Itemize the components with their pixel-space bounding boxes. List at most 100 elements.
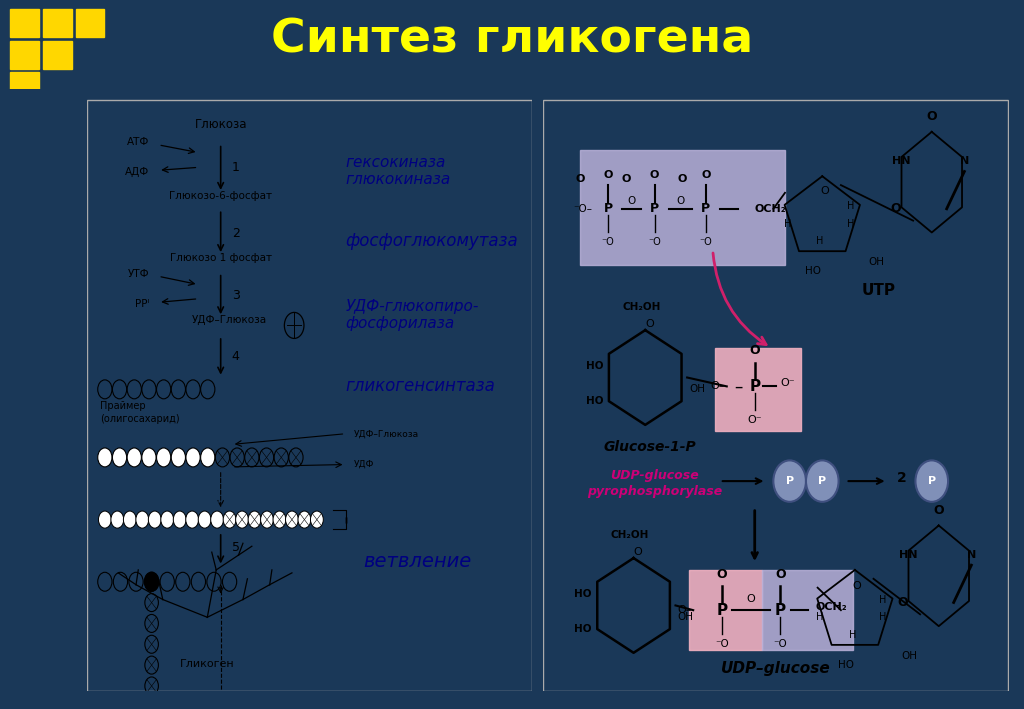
Text: P: P bbox=[785, 476, 794, 486]
FancyBboxPatch shape bbox=[580, 150, 785, 265]
Text: O–: O– bbox=[678, 605, 692, 615]
Text: 2: 2 bbox=[897, 471, 906, 485]
Text: P: P bbox=[650, 202, 659, 216]
Text: 5: 5 bbox=[231, 541, 240, 554]
FancyBboxPatch shape bbox=[762, 570, 853, 650]
Circle shape bbox=[236, 511, 249, 528]
Text: ⁻O: ⁻O bbox=[715, 639, 729, 649]
Text: фосфоглюкомутаза: фосфоглюкомутаза bbox=[345, 233, 518, 250]
Text: O–: O– bbox=[710, 381, 724, 391]
Text: O: O bbox=[717, 568, 727, 581]
Text: HO: HO bbox=[574, 588, 592, 598]
Text: O: O bbox=[820, 186, 829, 196]
Text: N: N bbox=[967, 550, 976, 560]
Text: pyrophosphorylase: pyrophosphorylase bbox=[587, 485, 722, 498]
Text: UDP–glucose: UDP–glucose bbox=[721, 661, 830, 676]
Circle shape bbox=[97, 448, 112, 467]
Text: УДФ–Глюкоза: УДФ–Глюкоза bbox=[354, 429, 420, 438]
Text: UTP: UTP bbox=[861, 283, 895, 298]
Text: 2: 2 bbox=[231, 227, 240, 240]
Text: 3: 3 bbox=[231, 289, 240, 302]
Circle shape bbox=[136, 511, 148, 528]
Circle shape bbox=[915, 460, 948, 502]
Text: (олигосахарид): (олигосахарид) bbox=[100, 414, 180, 424]
Text: АДФ: АДФ bbox=[125, 167, 150, 177]
Text: UDP-glucose: UDP-glucose bbox=[610, 469, 699, 481]
Text: OCH₂: OCH₂ bbox=[815, 602, 847, 612]
Text: АТФ: АТФ bbox=[127, 138, 150, 147]
Circle shape bbox=[157, 448, 171, 467]
Text: H: H bbox=[880, 595, 887, 605]
Text: ветвление: ветвление bbox=[364, 552, 471, 571]
Text: H: H bbox=[816, 613, 823, 623]
Text: Праймер: Праймер bbox=[100, 401, 146, 411]
Text: O: O bbox=[676, 196, 684, 206]
Text: O: O bbox=[603, 170, 612, 180]
Text: 1: 1 bbox=[231, 160, 240, 174]
Text: CH₂OH: CH₂OH bbox=[623, 302, 660, 313]
Text: ⁻O: ⁻O bbox=[773, 639, 787, 649]
Text: H: H bbox=[880, 613, 887, 623]
Text: H: H bbox=[847, 218, 854, 228]
Text: Глюкозо 1 фосфат: Глюкозо 1 фосфат bbox=[170, 253, 271, 263]
Text: H: H bbox=[783, 218, 791, 228]
FancyBboxPatch shape bbox=[689, 570, 762, 650]
Text: Glucose-1-P: Glucose-1-P bbox=[603, 440, 696, 454]
Text: O: O bbox=[645, 319, 654, 329]
Text: H: H bbox=[816, 236, 823, 246]
Circle shape bbox=[185, 511, 199, 528]
Text: N: N bbox=[959, 157, 969, 167]
Text: Гликоген: Гликоген bbox=[180, 659, 234, 669]
Text: фосфорилаза: фосфорилаза bbox=[345, 316, 455, 330]
Circle shape bbox=[142, 448, 156, 467]
Text: O: O bbox=[634, 547, 643, 557]
Text: 4: 4 bbox=[231, 350, 240, 363]
FancyBboxPatch shape bbox=[715, 348, 802, 431]
Circle shape bbox=[806, 460, 839, 502]
Text: O: O bbox=[934, 503, 944, 517]
Text: P: P bbox=[717, 603, 728, 618]
Text: P: P bbox=[818, 476, 826, 486]
Text: O: O bbox=[650, 170, 659, 180]
Text: ⁻O–: ⁻O– bbox=[572, 203, 592, 214]
Text: УДФ-глюкопиро-: УДФ-глюкопиро- bbox=[345, 299, 479, 314]
Circle shape bbox=[248, 511, 261, 528]
Circle shape bbox=[111, 511, 124, 528]
FancyBboxPatch shape bbox=[10, 72, 39, 100]
Text: O: O bbox=[750, 344, 760, 357]
Text: Глюкозо-6-фосфат: Глюкозо-6-фосфат bbox=[169, 191, 272, 201]
FancyBboxPatch shape bbox=[43, 41, 72, 69]
Text: O⁻: O⁻ bbox=[780, 379, 795, 389]
Circle shape bbox=[201, 448, 215, 467]
Text: Синтез гликогена: Синтез гликогена bbox=[271, 18, 753, 62]
Text: гликогенсинтаза: гликогенсинтаза bbox=[345, 377, 496, 396]
Text: HO: HO bbox=[586, 396, 603, 406]
Text: ⁻O: ⁻O bbox=[648, 238, 660, 247]
Text: O: O bbox=[891, 202, 901, 216]
FancyBboxPatch shape bbox=[43, 9, 72, 37]
Text: УДФ: УДФ bbox=[354, 460, 375, 469]
FancyBboxPatch shape bbox=[76, 9, 104, 37]
Text: O: O bbox=[701, 170, 711, 180]
Text: –: – bbox=[734, 377, 742, 396]
Text: O: O bbox=[927, 110, 937, 123]
Text: УДФ–Глюкоза: УДФ–Глюкоза bbox=[193, 316, 267, 325]
Text: OH: OH bbox=[689, 384, 706, 394]
FancyBboxPatch shape bbox=[10, 41, 39, 69]
FancyBboxPatch shape bbox=[10, 9, 39, 37]
Text: O: O bbox=[775, 568, 785, 581]
Text: HN: HN bbox=[892, 157, 910, 167]
Text: HO: HO bbox=[838, 659, 854, 669]
Circle shape bbox=[773, 460, 806, 502]
Circle shape bbox=[199, 511, 211, 528]
Text: P: P bbox=[603, 202, 612, 216]
Text: H: H bbox=[849, 630, 856, 640]
Circle shape bbox=[298, 511, 311, 528]
Text: OH: OH bbox=[678, 613, 694, 623]
Text: гексокиназа: гексокиназа bbox=[345, 155, 445, 170]
Text: Глюкоза: Глюкоза bbox=[195, 118, 247, 130]
Circle shape bbox=[123, 511, 136, 528]
FancyArrowPatch shape bbox=[713, 253, 766, 345]
Text: CH₂OH: CH₂OH bbox=[610, 530, 649, 540]
Circle shape bbox=[98, 511, 112, 528]
